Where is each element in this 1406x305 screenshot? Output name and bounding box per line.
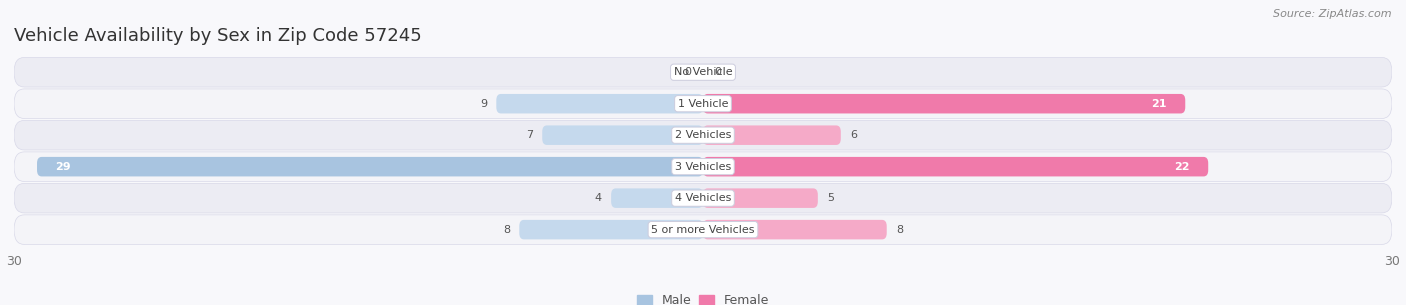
Text: 5: 5 (827, 193, 834, 203)
Text: No Vehicle: No Vehicle (673, 67, 733, 77)
Text: 22: 22 (1174, 162, 1189, 172)
FancyBboxPatch shape (14, 215, 1392, 244)
Legend: Male, Female: Male, Female (631, 289, 775, 305)
FancyBboxPatch shape (37, 157, 703, 176)
Text: 0: 0 (685, 67, 692, 77)
Text: 6: 6 (851, 130, 858, 140)
Text: 21: 21 (1152, 99, 1167, 109)
FancyBboxPatch shape (14, 89, 1392, 119)
Text: Vehicle Availability by Sex in Zip Code 57245: Vehicle Availability by Sex in Zip Code … (14, 27, 422, 45)
FancyBboxPatch shape (703, 125, 841, 145)
Text: 7: 7 (526, 130, 533, 140)
FancyBboxPatch shape (612, 188, 703, 208)
Text: 2 Vehicles: 2 Vehicles (675, 130, 731, 140)
FancyBboxPatch shape (14, 152, 1392, 181)
Text: 5 or more Vehicles: 5 or more Vehicles (651, 225, 755, 235)
Text: 1 Vehicle: 1 Vehicle (678, 99, 728, 109)
FancyBboxPatch shape (703, 188, 818, 208)
Text: 9: 9 (479, 99, 486, 109)
FancyBboxPatch shape (519, 220, 703, 239)
FancyBboxPatch shape (14, 183, 1392, 213)
Text: 3 Vehicles: 3 Vehicles (675, 162, 731, 172)
FancyBboxPatch shape (703, 157, 1208, 176)
Text: 29: 29 (55, 162, 72, 172)
FancyBboxPatch shape (14, 57, 1392, 87)
FancyBboxPatch shape (703, 94, 1185, 113)
Text: 8: 8 (896, 225, 903, 235)
Text: 4 Vehicles: 4 Vehicles (675, 193, 731, 203)
Text: 4: 4 (595, 193, 602, 203)
Text: 0: 0 (714, 67, 721, 77)
Text: Source: ZipAtlas.com: Source: ZipAtlas.com (1274, 9, 1392, 19)
FancyBboxPatch shape (543, 125, 703, 145)
FancyBboxPatch shape (496, 94, 703, 113)
Text: 8: 8 (503, 225, 510, 235)
FancyBboxPatch shape (14, 120, 1392, 150)
FancyBboxPatch shape (703, 220, 887, 239)
